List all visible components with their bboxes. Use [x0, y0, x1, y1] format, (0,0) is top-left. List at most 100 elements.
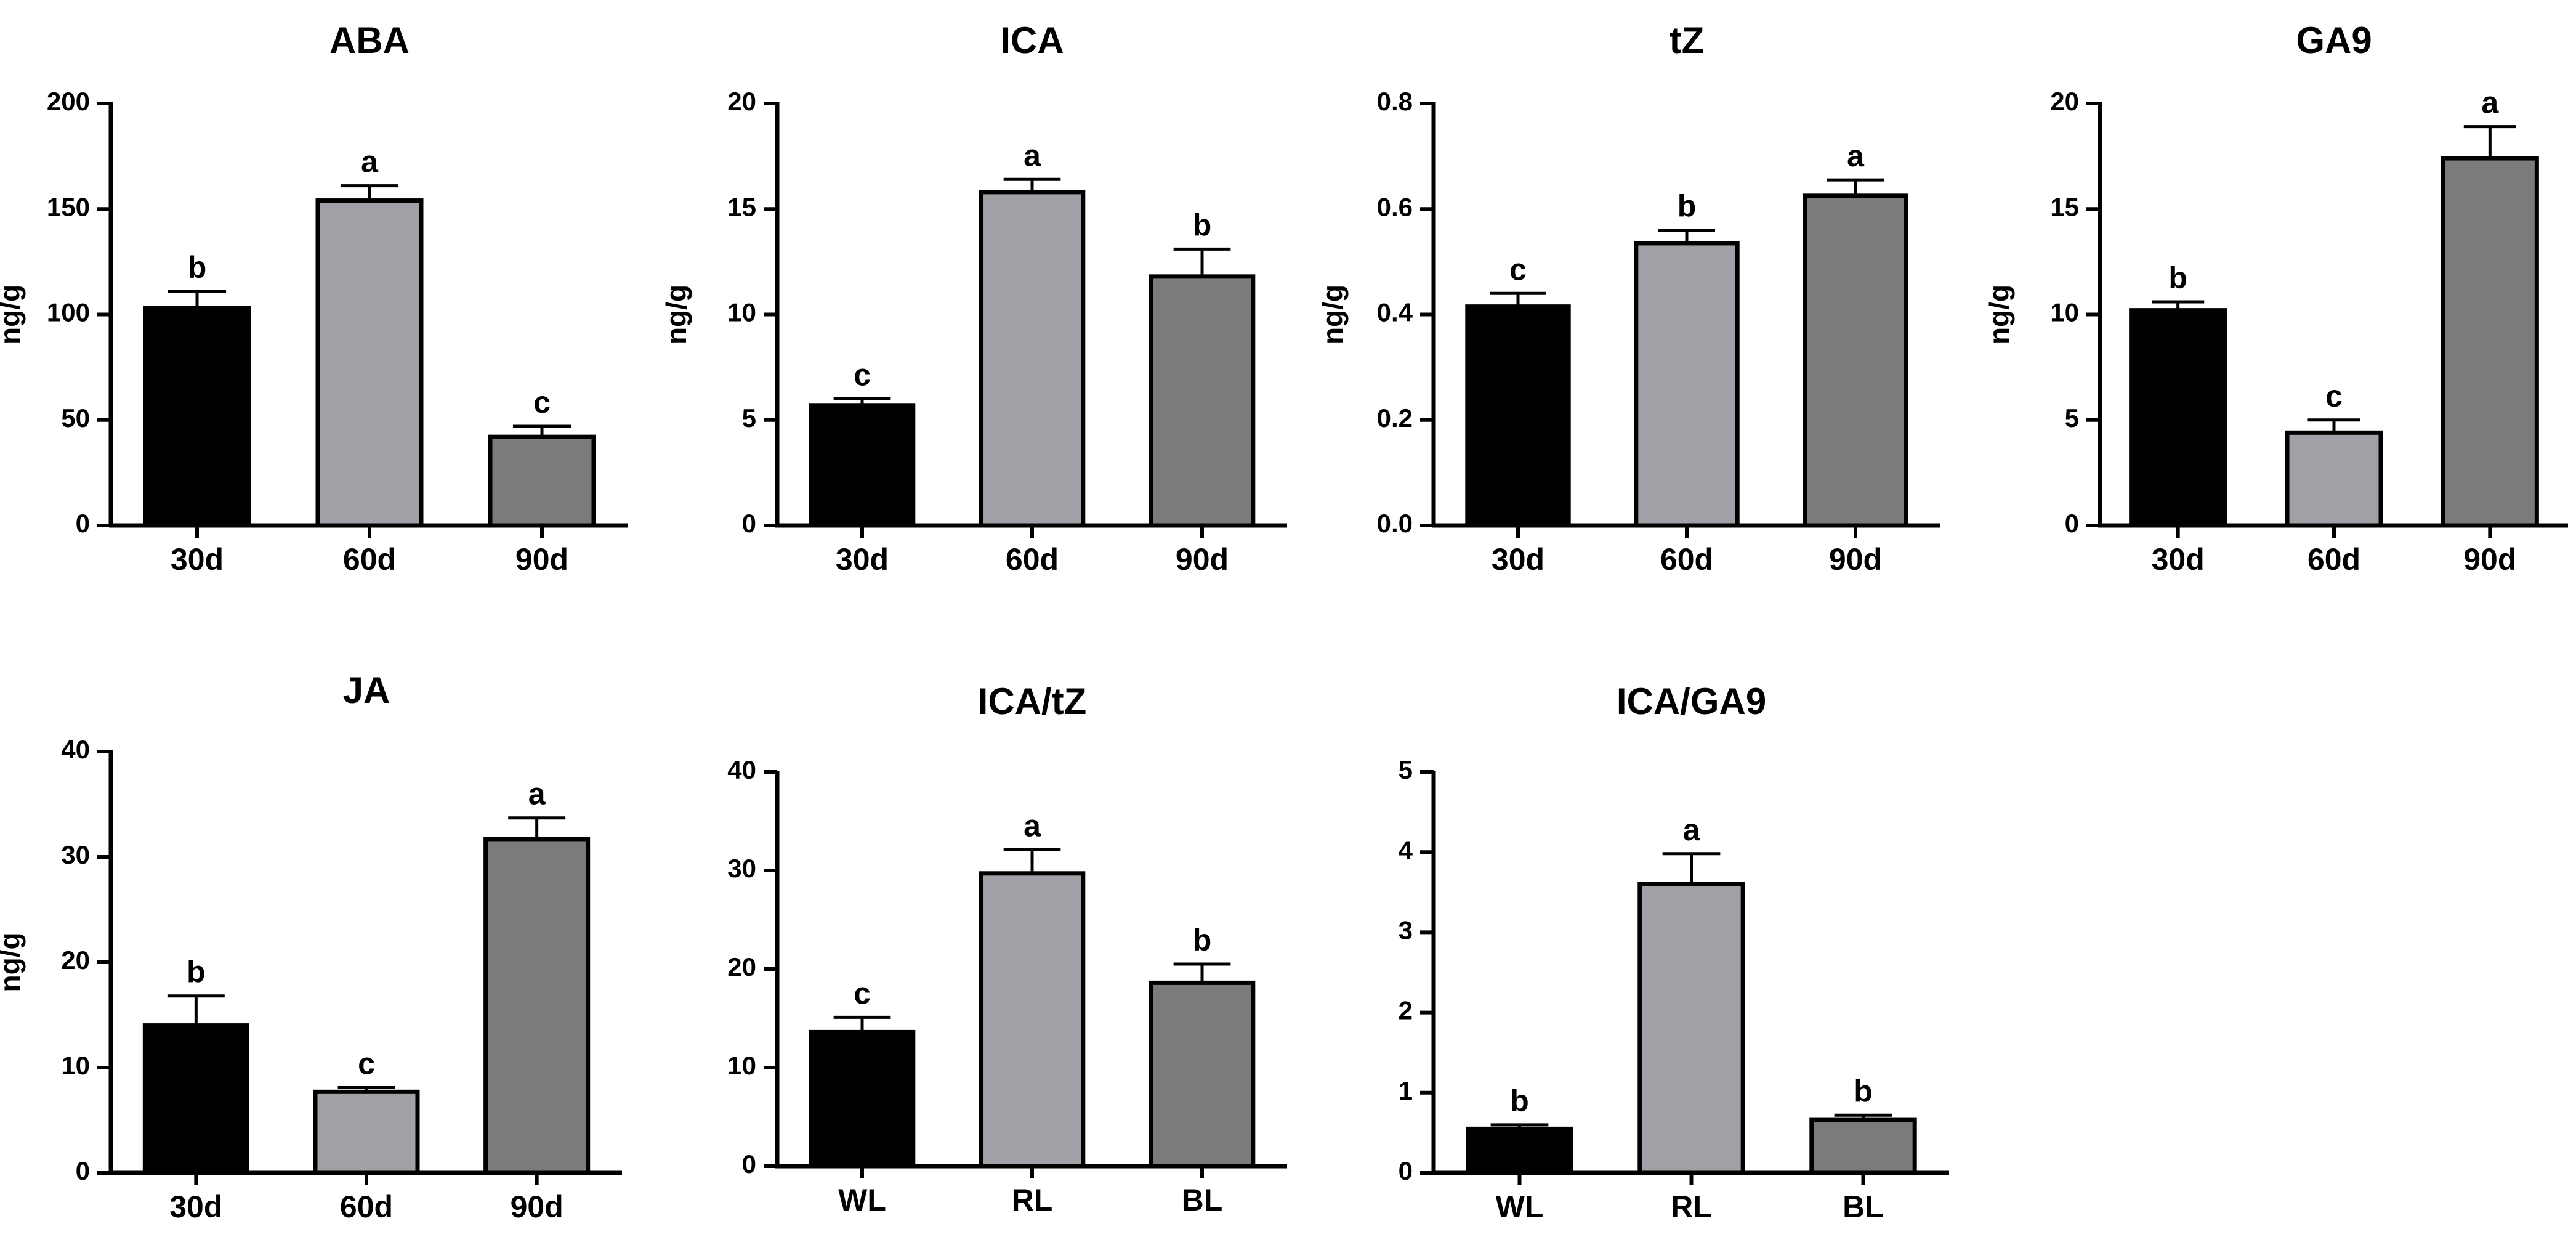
x-tick-label: 60d [2307, 542, 2360, 577]
x-tick-label: 30d [169, 1190, 222, 1224]
x-tick-label: 60d [1660, 542, 1713, 577]
significance-label: c [854, 976, 871, 1010]
chart-panel-4: GA9 0 5 10 15 20 ng/g b 30d c 60d a 90d [1983, 20, 2568, 577]
significance-label: c [2325, 379, 2343, 413]
bar-30d [1465, 304, 1571, 528]
y-tick-label: 100 [47, 298, 90, 327]
chart-title: ICA/tZ [978, 681, 1087, 722]
significance-label: a [1024, 808, 1041, 843]
significance-label: b [1510, 1084, 1529, 1118]
y-tick-label: 0.4 [1377, 298, 1413, 327]
bar-90d [1149, 274, 1256, 528]
chart-panel-5: JA 0 10 20 30 40 ng/g b 30d c 60d a 90d [0, 670, 622, 1224]
y-tick-label: 20 [2050, 87, 2079, 116]
y-tick-label: 15 [2050, 192, 2079, 221]
x-tick-label: RL [1012, 1183, 1053, 1217]
y-tick-label: 0 [742, 1150, 756, 1178]
y-tick-label: 10 [61, 1051, 90, 1080]
significance-label: b [1193, 923, 1212, 957]
x-tick-label: 30d [2152, 542, 2205, 577]
y-tick-label: 10 [727, 1051, 756, 1080]
bar-30d [142, 1023, 249, 1175]
significance-label: a [1024, 138, 1041, 172]
x-tick-label: BL [1843, 1190, 1884, 1224]
significance-label: c [533, 385, 551, 420]
bar-rl [979, 871, 1086, 1169]
significance-label: c [854, 358, 871, 392]
significance-label: b [187, 955, 206, 989]
x-tick-label: 30d [1492, 542, 1544, 577]
x-tick-label: 60d [1006, 542, 1059, 577]
y-axis-label: ng/g [1983, 285, 2015, 344]
y-axis-label: ng/g [660, 285, 692, 344]
y-tick-label: 0.8 [1377, 87, 1413, 116]
y-tick-label: 0 [742, 509, 756, 538]
y-tick-label: 20 [727, 87, 756, 116]
bar-30d [809, 403, 916, 528]
significance-label: b [2168, 261, 2187, 295]
bar-rl [1637, 882, 1745, 1175]
y-tick-label: 20 [727, 952, 756, 981]
bar-90d [1803, 193, 1908, 528]
chart-title: GA9 [2296, 20, 2372, 61]
significance-label: a [361, 145, 379, 179]
significance-label: c [1509, 252, 1527, 286]
significance-label: b [1678, 189, 1697, 224]
bar-60d [1634, 241, 1740, 528]
y-tick-label: 3 [1399, 915, 1413, 944]
x-tick-label: 90d [1829, 542, 1882, 577]
significance-label: a [2481, 86, 2499, 120]
bar-bl [1809, 1117, 1917, 1175]
bar-30d [2129, 308, 2227, 528]
x-tick-label: RL [1671, 1190, 1712, 1224]
significance-label: a [1847, 139, 1865, 173]
chart-panel-7: ICA/GA9 0 1 2 3 4 5 b WL a RL b BL [1399, 681, 1949, 1224]
y-axis-label: ng/g [1317, 285, 1349, 344]
significance-label: a [528, 777, 546, 811]
chart-panel-3: tZ 0.0 0.2 0.4 0.6 0.8 ng/g c 30d b 60d a 90d [1317, 20, 1940, 577]
x-tick-label: 90d [2463, 542, 2516, 577]
chart-title: ICA/GA9 [1617, 681, 1766, 722]
bar-60d [2285, 430, 2383, 528]
bar-90d [483, 837, 591, 1175]
chart-panel-6: ICA/tZ 0 10 20 30 40 c WL a RL b BL [727, 681, 1287, 1217]
y-tick-label: 5 [1399, 755, 1413, 784]
y-tick-label: 10 [2050, 298, 2079, 327]
y-tick-label: 4 [1399, 835, 1413, 864]
y-tick-label: 30 [61, 840, 90, 869]
y-tick-label: 15 [727, 192, 756, 221]
y-tick-label: 2 [1399, 996, 1413, 1025]
bar-60d [315, 198, 424, 528]
bar-30d [143, 306, 251, 528]
y-tick-label: 40 [61, 735, 90, 764]
y-tick-label: 0 [76, 509, 90, 538]
x-tick-label: 30d [171, 542, 224, 577]
chart-title: JA [343, 670, 390, 711]
significance-label: b [188, 250, 207, 285]
y-tick-label: 0 [2065, 509, 2079, 538]
chart-title: tZ [1670, 20, 1705, 61]
x-tick-label: 30d [836, 542, 889, 577]
y-tick-label: 150 [47, 192, 90, 221]
bar-60d [313, 1089, 420, 1175]
x-tick-label: 90d [1176, 542, 1229, 577]
y-tick-label: 1 [1399, 1076, 1413, 1105]
bar-wl [809, 1029, 916, 1169]
bar-90d [488, 434, 596, 528]
bar-90d [2441, 156, 2539, 528]
y-axis-label: ng/g [0, 285, 26, 344]
chart-title: ICA [1000, 20, 1064, 61]
x-tick-label: 90d [515, 542, 568, 577]
y-tick-label: 0 [76, 1156, 90, 1185]
significance-label: a [1683, 813, 1701, 847]
y-tick-label: 0.6 [1377, 192, 1413, 221]
bar-60d [979, 190, 1086, 528]
significance-label: b [1854, 1074, 1873, 1108]
x-tick-label: 60d [340, 1190, 393, 1224]
y-tick-label: 5 [742, 404, 756, 432]
x-tick-label: 90d [511, 1190, 563, 1224]
chart-panel-1: ABA 0 50 100 150 200 ng/g b 30d a 60d c 90d [0, 20, 628, 577]
y-tick-label: 30 [727, 854, 756, 883]
bar-bl [1149, 980, 1256, 1169]
